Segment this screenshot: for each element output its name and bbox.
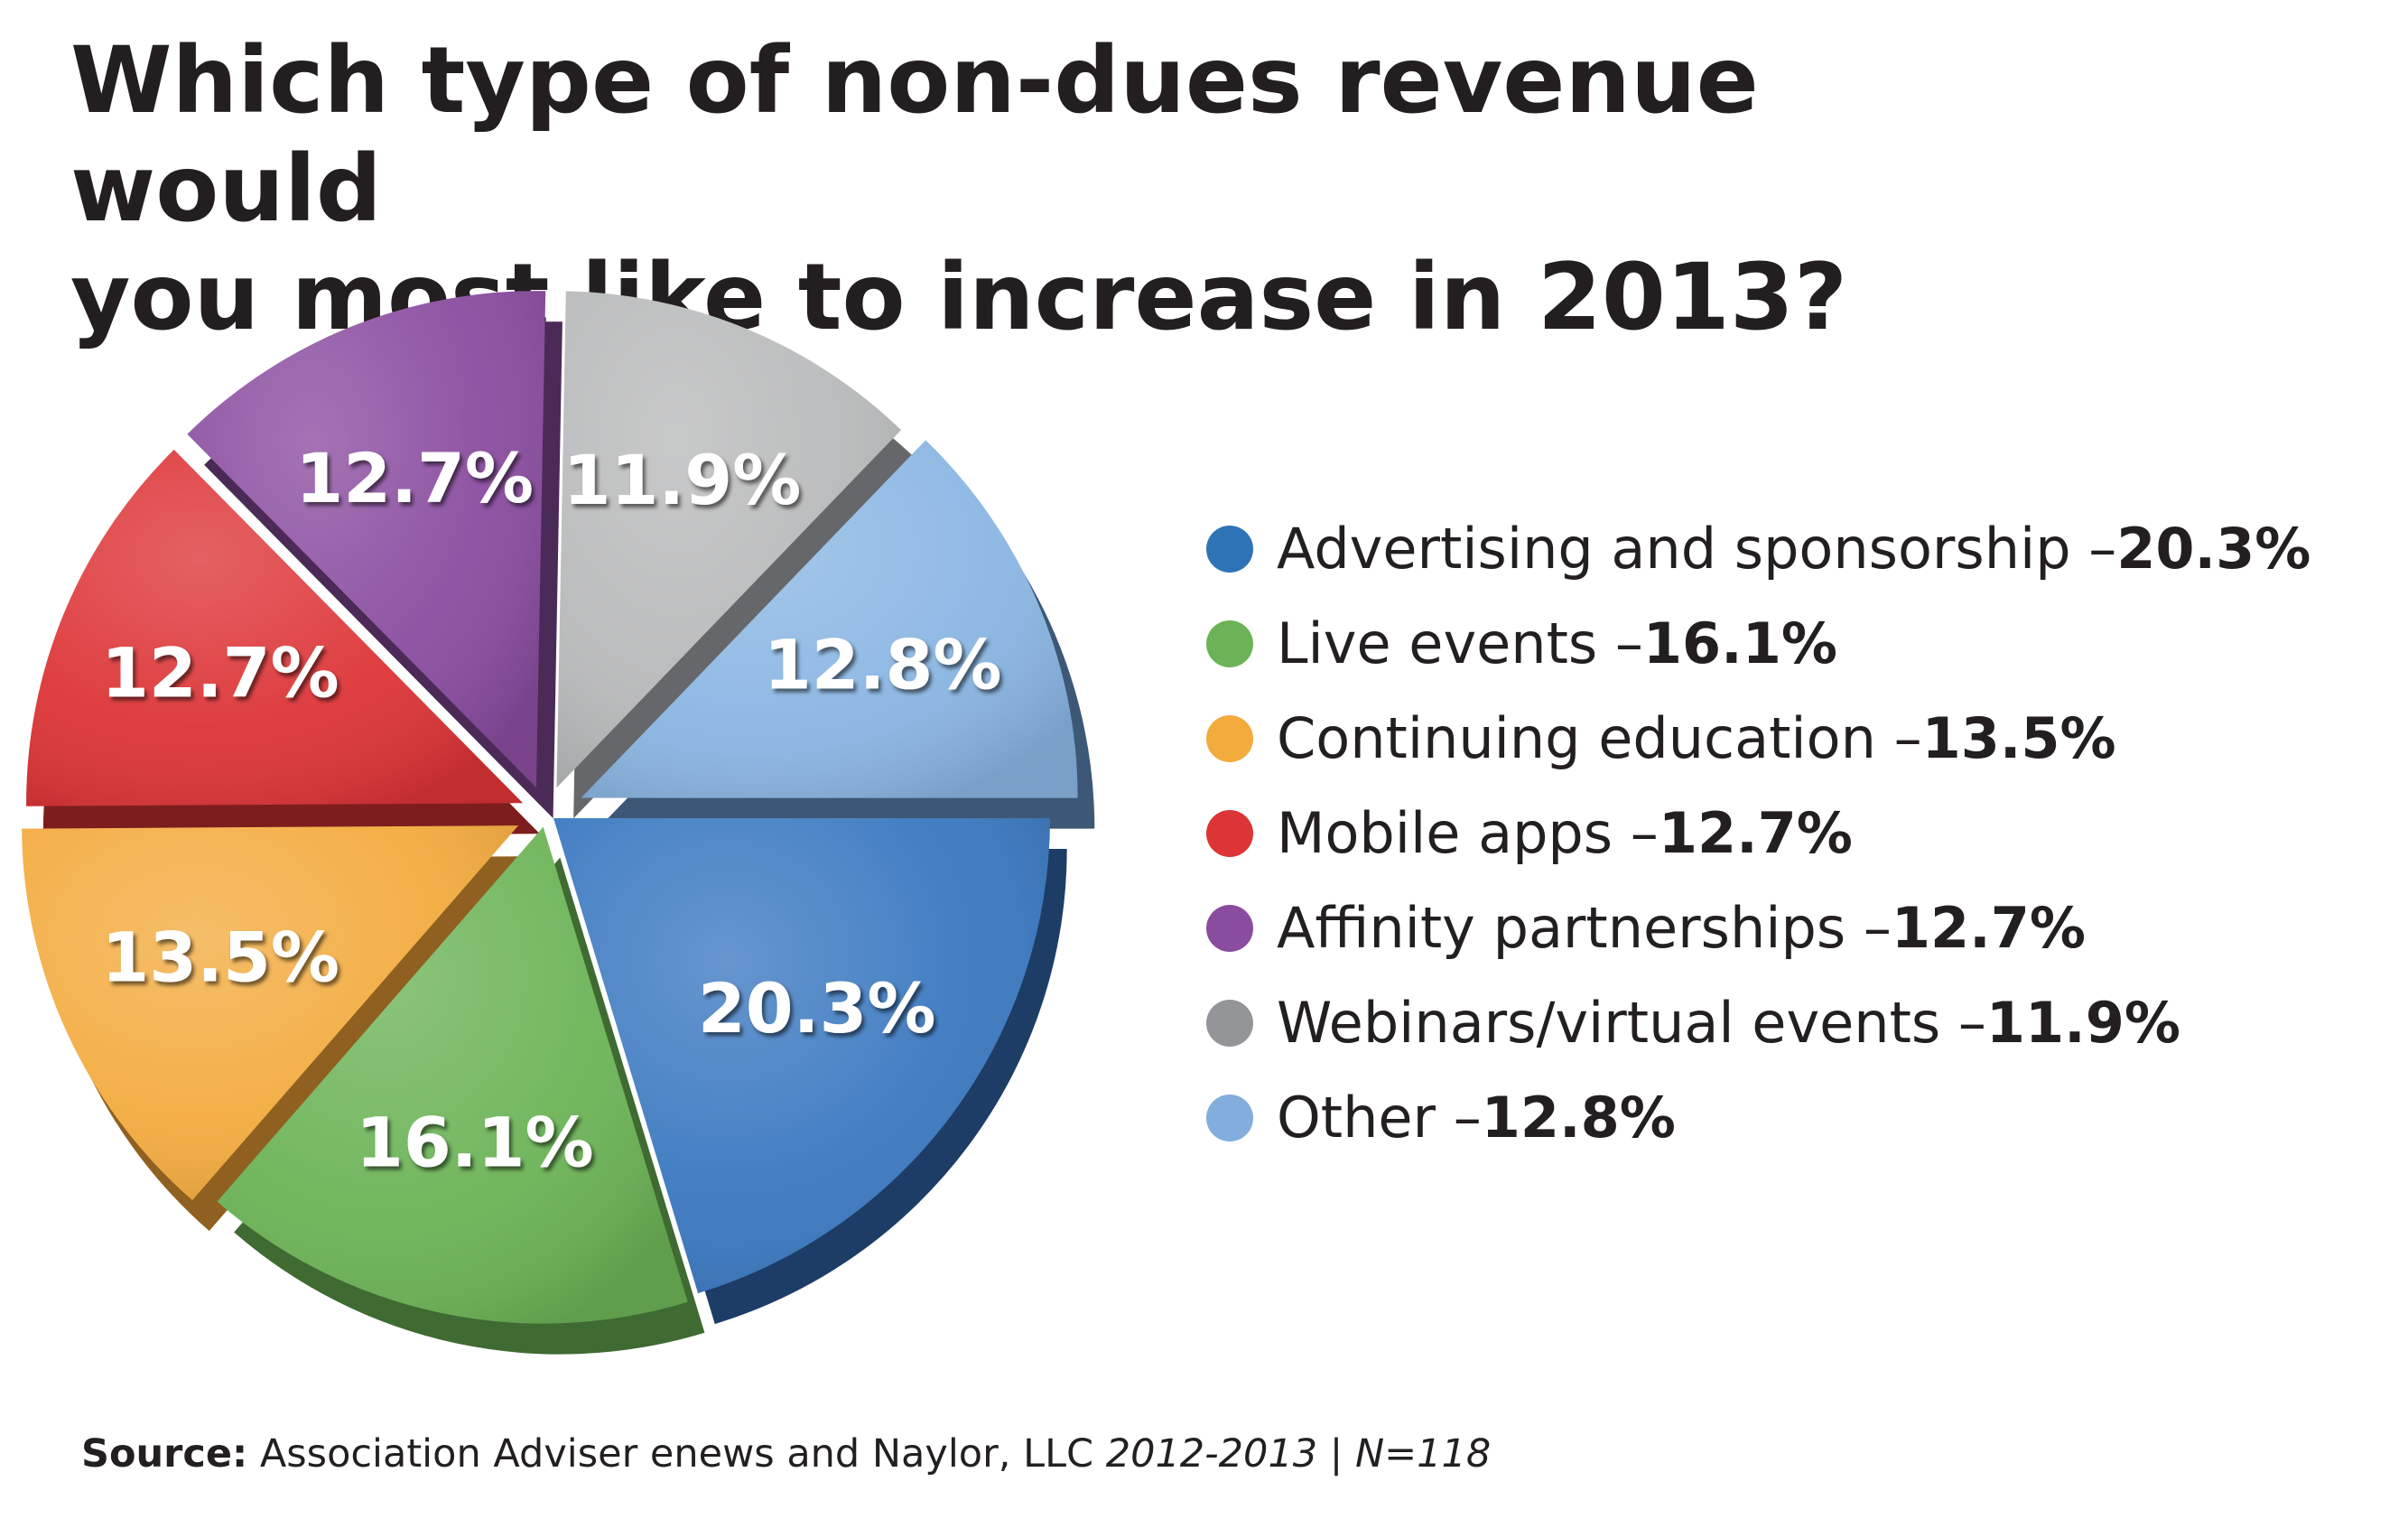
pie-slice-highlight <box>22 825 519 1200</box>
legend-label: Mobile apps – <box>1277 800 1659 866</box>
legend-swatch <box>1206 809 1253 857</box>
pie-slice-label: 20.3% <box>698 968 936 1048</box>
pie-slice-highlight <box>187 291 546 788</box>
pie-slice-highlight <box>26 449 524 806</box>
pie-slices <box>22 291 1078 1324</box>
legend-value: 16.1% <box>1642 610 1837 676</box>
pie-slice-label: 16.1% <box>356 1103 594 1183</box>
source-separator: | <box>1317 1431 1355 1477</box>
legend-item-mobile-apps: Mobile apps – 12.7% <box>1206 786 2310 880</box>
legend-label: Advertising and sponsorship – <box>1277 516 2117 582</box>
source-label: Source: <box>81 1431 248 1477</box>
legend-item-affinity-partnerships: Affinity partnerships – 12.7% <box>1206 880 2310 975</box>
legend-item-live-events: Live events – 16.1% <box>1206 596 2310 691</box>
source-period: 2012-2013 <box>1105 1431 1318 1477</box>
pie-slice-label: 12.8% <box>764 624 1002 704</box>
pie-slice-highlight <box>581 440 1078 798</box>
pie-slice-label: 12.7% <box>101 632 339 713</box>
legend-swatch <box>1206 1094 1253 1141</box>
sample-size: N=118 <box>1354 1431 1492 1477</box>
legend-swatch <box>1206 904 1253 952</box>
pie-slice-highlight <box>553 817 1050 1294</box>
pie-slice-label: 11.9% <box>563 440 802 520</box>
legend-item-other: Other – 12.8% <box>1206 1070 2310 1165</box>
pie-slice-label: 12.7% <box>295 438 534 518</box>
legend-value: 20.3% <box>2116 516 2311 582</box>
legend-label: Webinars/virtual events – <box>1277 990 1986 1056</box>
legend-label: Other – <box>1277 1085 1482 1151</box>
pie-labels: 20.3% 16.1% 13.5% 12.7% 12.7% 11.9% 12.8% <box>101 438 1002 1183</box>
legend-label: Affinity partnerships – <box>1277 895 1892 961</box>
legend-value: 13.5% <box>1921 705 2116 771</box>
page-title: Which type of non-dues revenue would you… <box>70 27 1966 352</box>
legend-item-continuing-education: Continuing education – 13.5% <box>1206 691 2310 786</box>
legend-value: 11.9% <box>1985 990 2180 1056</box>
pie-slice-highlight <box>556 291 901 788</box>
legend-value: 12.7% <box>1891 895 2086 961</box>
legend-swatch <box>1206 620 1253 667</box>
legend: Advertising and sponsorship – 20.3% Live… <box>1206 501 2310 1165</box>
legend-label: Live events – <box>1277 610 1643 676</box>
source-footer: Source: Association Adviser enews and Na… <box>81 1431 1491 1477</box>
legend-label: Continuing education – <box>1277 705 1922 771</box>
pie-slice-highlight <box>217 826 688 1324</box>
legend-value: 12.7% <box>1658 800 1853 866</box>
legend-swatch <box>1206 714 1253 762</box>
legend-swatch <box>1206 525 1253 573</box>
title-line-1: Which type of non-dues revenue would <box>70 27 1759 243</box>
legend-item-advertising: Advertising and sponsorship – 20.3% <box>1206 501 2310 596</box>
legend-swatch <box>1206 999 1253 1047</box>
source-text: Association Adviser enews and Naylor, LL… <box>247 1431 1106 1477</box>
legend-value: 12.8% <box>1481 1085 1676 1151</box>
pie-slice-label: 13.5% <box>101 918 339 998</box>
legend-item-webinars: Webinars/virtual events – 11.9% <box>1206 975 2310 1070</box>
